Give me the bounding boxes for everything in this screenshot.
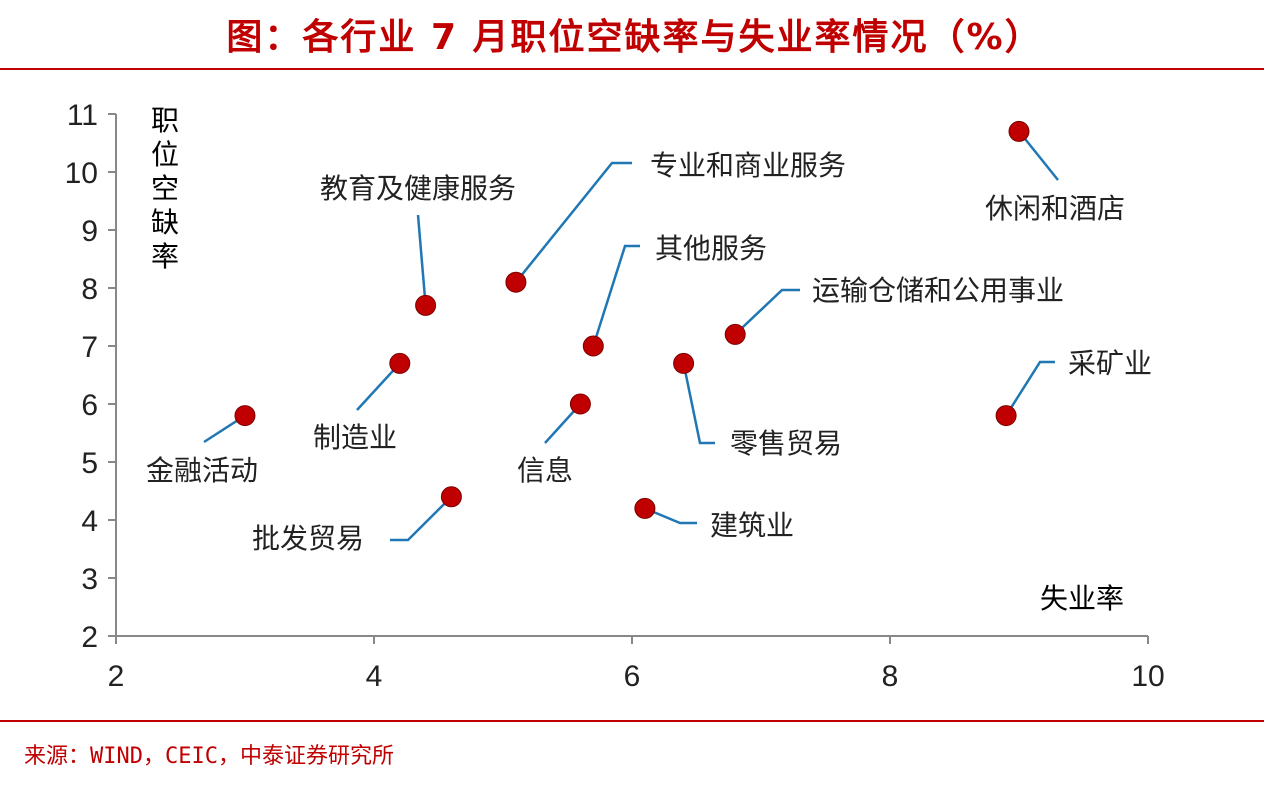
data-point xyxy=(634,497,656,519)
point-label: 信息 xyxy=(517,454,573,487)
x-tick-label: 8 xyxy=(882,660,899,693)
data-points xyxy=(234,120,1030,519)
data-point xyxy=(1008,120,1030,142)
x-tick-label: 4 xyxy=(366,660,383,693)
point-label: 制造业 xyxy=(313,421,397,454)
point-label: 教育及健康服务 xyxy=(320,172,516,205)
y-tick-label: 2 xyxy=(81,621,98,654)
leader-line xyxy=(1005,360,1055,417)
data-point xyxy=(995,405,1017,427)
chart-title: 图：各行业 7 月职位空缺率与失业率情况（%） xyxy=(226,17,1043,58)
data-point xyxy=(440,486,462,508)
data-point xyxy=(673,352,695,374)
data-point xyxy=(505,271,527,293)
y-tick-label: 11 xyxy=(67,99,98,132)
x-tick-label: 2 xyxy=(108,660,125,693)
data-point xyxy=(724,323,746,345)
leader-lines xyxy=(203,130,1059,542)
source-note: 来源：WIND，CEIC，中泰证券研究所 xyxy=(24,744,394,769)
y-tick-label: 8 xyxy=(81,273,98,306)
leader-line xyxy=(592,244,640,347)
point-label: 采矿业 xyxy=(1068,347,1152,380)
data-point xyxy=(234,405,256,427)
x-axis-title: 失业率 xyxy=(1040,582,1124,615)
y-tick-label: 7 xyxy=(81,331,98,364)
leader-line xyxy=(734,288,800,336)
y-tick-label: 4 xyxy=(81,505,98,538)
point-label: 零售贸易 xyxy=(730,427,842,460)
point-label: 建筑业 xyxy=(710,509,794,542)
point-label: 其他服务 xyxy=(655,232,767,265)
y-tick-label: 5 xyxy=(81,447,98,480)
point-label: 批发贸易 xyxy=(252,522,364,555)
data-point xyxy=(389,352,411,374)
data-point xyxy=(582,335,604,357)
leader-line xyxy=(682,363,715,445)
point-label: 休闲和酒店 xyxy=(985,192,1125,225)
point-label: 运输仓储和公用事业 xyxy=(812,274,1064,307)
y-tick-label: 9 xyxy=(81,215,98,248)
leader-line xyxy=(644,507,697,525)
data-point xyxy=(415,294,437,316)
leader-line xyxy=(356,362,401,411)
leader-line xyxy=(416,214,427,306)
y-axis-title-char: 职 xyxy=(151,104,179,137)
x-tick-label: 6 xyxy=(624,660,641,693)
x-tick-label: 10 xyxy=(1131,660,1164,693)
leader-line xyxy=(390,495,453,542)
y-axis-title-char: 位 xyxy=(151,138,179,171)
y-tick-label: 3 xyxy=(81,563,98,596)
y-axis-title-char: 空 xyxy=(151,172,179,205)
footer-divider xyxy=(0,720,1264,722)
y-tick-label: 10 xyxy=(65,157,98,190)
leader-line xyxy=(514,161,632,283)
y-axis-title-char: 缺 xyxy=(151,206,179,239)
data-point xyxy=(569,393,591,415)
title-divider xyxy=(0,68,1264,70)
point-label: 金融活动 xyxy=(146,454,258,487)
point-label: 专业和商业服务 xyxy=(650,149,846,182)
y-axis-title-char: 率 xyxy=(151,240,179,273)
y-tick-label: 6 xyxy=(81,389,98,422)
